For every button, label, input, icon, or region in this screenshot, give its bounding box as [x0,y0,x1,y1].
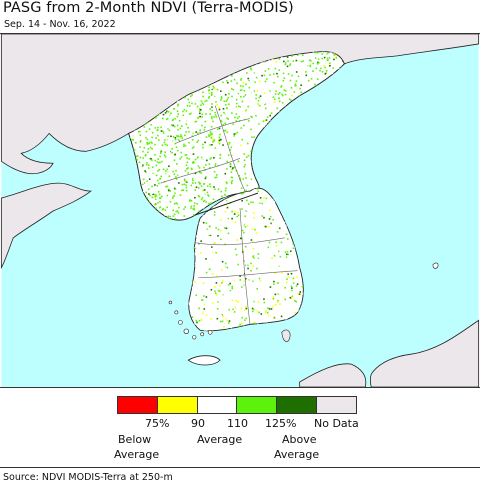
footer-divider [0,467,480,468]
legend-tick-110: 110 [227,417,248,430]
legend-below-label-1: Below [118,433,152,446]
legend-color-bar [117,396,357,414]
legend-swatch-110-125 [237,397,278,413]
jeju-island [187,355,221,366]
japan-kyushu [299,363,367,387]
legend-below-label-2: Average [114,448,160,461]
dmz-border [195,192,259,216]
legend-average-label: Average [197,433,243,446]
legend-tick-75: 75% [145,417,170,430]
province-borders [160,105,298,325]
legend-tick-125: 125% [265,417,297,430]
source-note: Source: NDVI MODIS-Terra at 250-m [3,472,173,483]
legend-above-label-1: Above [282,433,317,446]
legend-swatch-75-90 [157,397,198,413]
japan-honshu [369,319,480,387]
date-range: Sep. 14 - Nov. 16, 2022 [4,19,116,30]
legend-swatch-90-110 [197,397,238,413]
legend-tick-90: 90 [191,417,205,430]
legend-swatch-below-75 [118,397,158,413]
shandong-peninsula [0,182,92,270]
map-title: PASG from 2-Month NDVI (Terra-MODIS) [3,0,294,16]
north-korea [128,51,345,221]
legend-no-data-label: No Data [314,417,359,430]
southwest-islands [168,300,213,340]
legend-above-label-2: Average [274,448,320,461]
legend-swatch-above-125 [277,397,318,413]
tsushima-island [281,329,291,342]
legend-swatch-no-data [317,397,356,413]
ndvi-south-pixels [188,188,304,331]
ndvi-map [0,33,480,388]
ulleung-island [432,262,439,269]
